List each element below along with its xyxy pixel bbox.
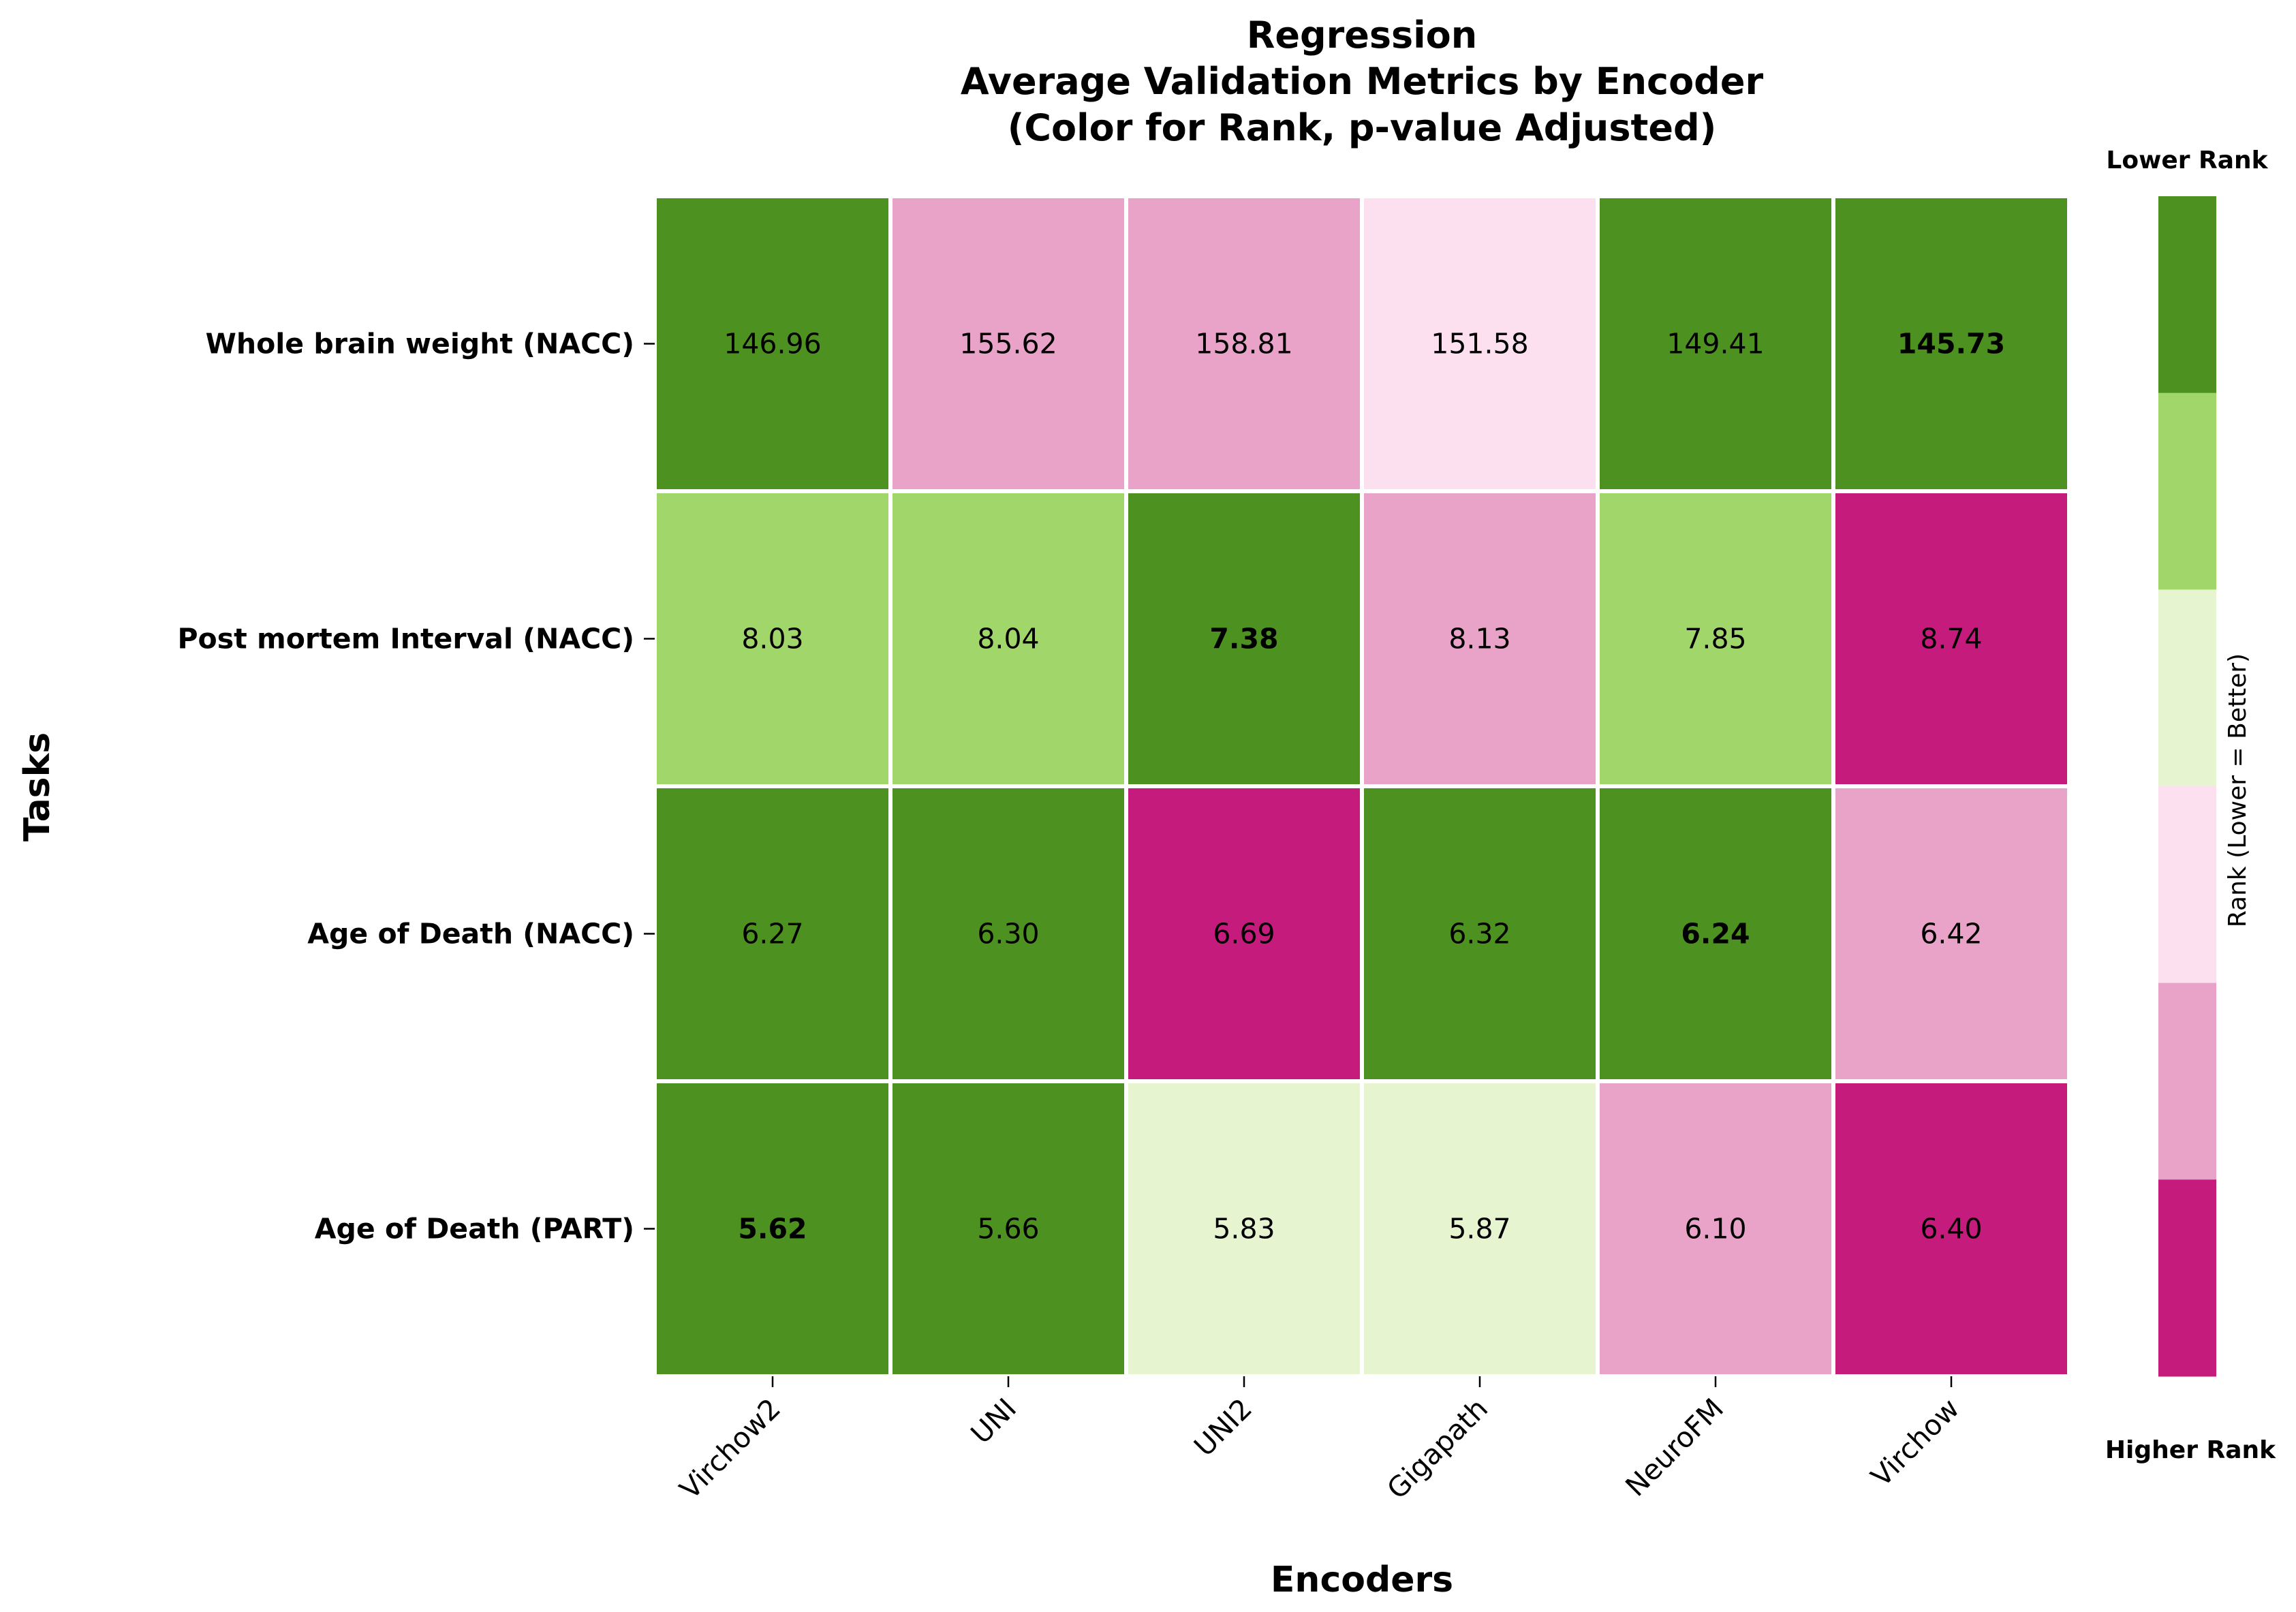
x-tick-label: NeuroFM: [1619, 1392, 1731, 1503]
heatmap-cell: [1360, 489, 1600, 788]
heatmap-cell: [1831, 784, 2071, 1083]
chart-title-line-2: Average Validation Metrics by Encoder: [961, 60, 1764, 103]
colorbar-bottom-label: Higher Rank: [2105, 1436, 2276, 1464]
heatmap-cell: [1831, 1079, 2071, 1378]
y-tick-labels: Whole brain weight (NACC) Post mortem Int…: [178, 328, 655, 1245]
heatmap-cells: 146.96 155.62 158.81 151.58 149.41 145.73 8.03…: [653, 194, 2071, 1378]
colorbar-segment: [2158, 392, 2216, 590]
x-tick-label: Gigapath: [1381, 1392, 1495, 1506]
cell-value-label: 6.69: [1213, 918, 1275, 950]
heatmap-cell: [1831, 489, 2071, 788]
chart-title-line-1: Regression: [1247, 14, 1477, 57]
heatmap-cell: [888, 784, 1128, 1083]
x-tick-label: Virchow: [1865, 1392, 1966, 1493]
cell-value-label: 5.62: [738, 1213, 807, 1245]
cell-value-label: 8.04: [977, 623, 1039, 655]
cell-value-label: 8.74: [1920, 623, 1982, 655]
heatmap-cell: [1831, 194, 2071, 493]
heatmap-cell: [653, 194, 893, 493]
colorbar-segment: [2158, 196, 2216, 394]
heatmap-cell: [888, 1079, 1128, 1378]
x-tick-label: UNI2: [1188, 1392, 1258, 1463]
cell-value-label: 151.58: [1431, 328, 1528, 360]
cell-value-label: 7.85: [1684, 623, 1746, 655]
heatmap-cell: [888, 194, 1128, 493]
heatmap-cell: [1596, 784, 1835, 1083]
cell-value-label: 5.66: [977, 1213, 1039, 1245]
cell-value-label: 7.38: [1209, 623, 1278, 655]
cell-value-label: 8.03: [741, 623, 803, 655]
cell-value-label: 155.62: [959, 328, 1057, 360]
heatmap-cell: [1596, 1079, 1835, 1378]
colorbar-segment: [2158, 589, 2216, 787]
cell-value-label: 6.40: [1920, 1213, 1982, 1245]
y-tick-label: Age of Death (PART): [315, 1213, 634, 1245]
heatmap-cell: [653, 1079, 893, 1378]
heatmap-cell: [1360, 1079, 1600, 1378]
cell-value-label: 145.73: [1897, 328, 2005, 360]
y-tick-label: Age of Death (NACC): [307, 918, 634, 950]
colorbar-axis-label: Rank (Lower = Better): [2224, 653, 2252, 927]
y-tick-label: Whole brain weight (NACC): [206, 328, 634, 360]
colorbar-segment: [2158, 1179, 2216, 1377]
x-tick-label: UNI: [965, 1392, 1023, 1450]
heatmap-cell: [888, 489, 1128, 788]
cell-value-label: 6.27: [741, 918, 803, 950]
colorbar-top-label: Lower Rank: [2106, 146, 2268, 174]
heatmap-cell: [1360, 784, 1600, 1083]
cell-value-label: 6.10: [1684, 1213, 1746, 1245]
y-tick-label: Post mortem Interval (NACC): [178, 623, 635, 655]
colorbar: [2158, 196, 2216, 1377]
cell-value-label: 6.24: [1681, 918, 1750, 950]
heatmap-cell: [1124, 194, 1364, 493]
y-axis-label: Tasks: [17, 732, 58, 841]
colorbar-segment: [2158, 786, 2216, 984]
heatmap-cell: [1360, 194, 1600, 493]
cell-value-label: 5.87: [1448, 1213, 1510, 1245]
cell-value-label: 8.13: [1448, 623, 1510, 655]
cell-value-label: 146.96: [724, 328, 821, 360]
x-axis-label: Encoders: [1271, 1560, 1453, 1600]
cell-value-label: 6.30: [977, 918, 1039, 950]
chart-title-line-3: (Color for Rank, p-value Adjusted): [1008, 106, 1717, 149]
cell-value-label: 5.83: [1213, 1213, 1275, 1245]
cell-value-label: 6.32: [1448, 918, 1510, 950]
x-tick-label: Virchow2: [673, 1392, 787, 1506]
colorbar-segment: [2158, 982, 2216, 1180]
x-tick-labels: Virchow2 UNI UNI2 Gigapath NeuroFM Virchow: [673, 1376, 1966, 1506]
heatmap-cell: [1124, 1079, 1364, 1378]
cell-value-label: 6.42: [1920, 918, 1982, 950]
cell-value-label: 149.41: [1666, 328, 1764, 360]
cell-value-label: 158.81: [1195, 328, 1292, 360]
